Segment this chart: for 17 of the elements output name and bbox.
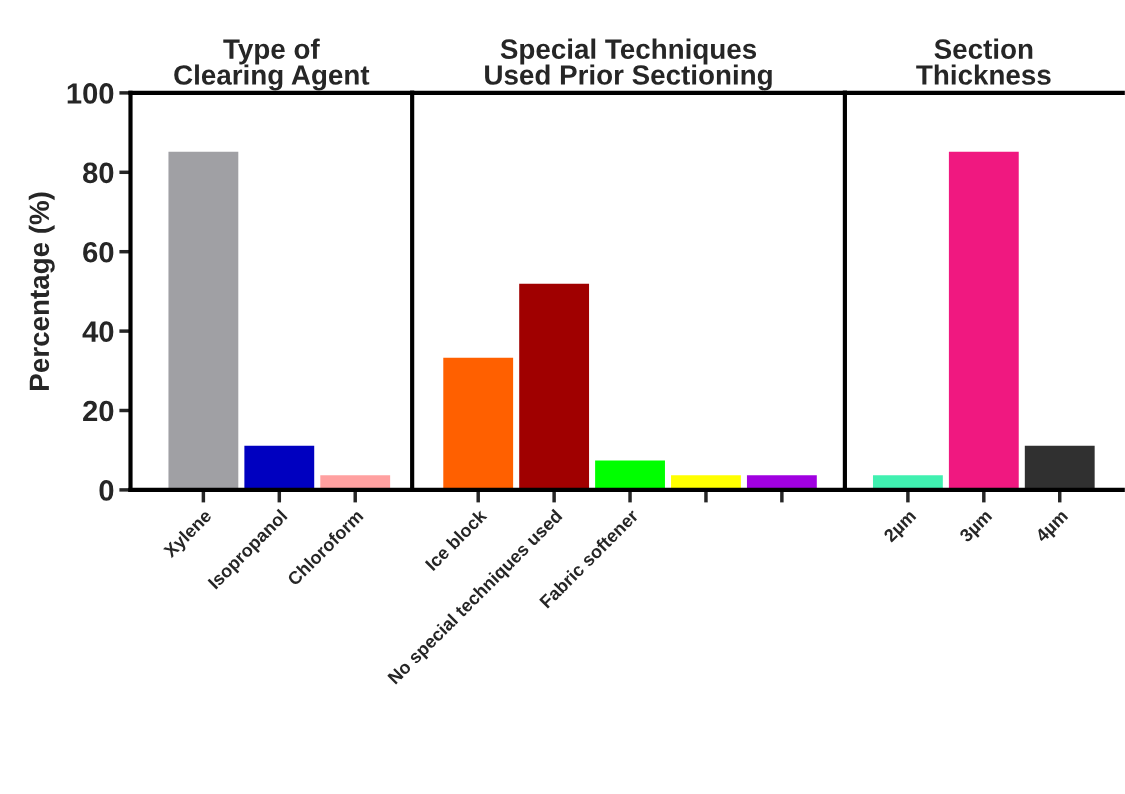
bar <box>244 445 315 490</box>
x-tick-label: 3µm <box>958 509 995 546</box>
x-tick-label: 4µm <box>1034 509 1071 546</box>
chart-title: Type of Clearing Agent <box>174 38 370 91</box>
y-tick-label: 100 <box>67 83 114 104</box>
chart-title: Section Thickness <box>916 38 1051 85</box>
bar <box>595 460 665 490</box>
y-tick-label: 60 <box>83 241 114 263</box>
bar <box>168 151 239 490</box>
y-tick-label: 80 <box>83 162 114 184</box>
y-axis-title: Percentage (%) <box>28 192 55 390</box>
y-tick-label: 20 <box>83 400 114 422</box>
y-tick-label: 40 <box>82 321 114 342</box>
y-tick-label: 0 <box>99 480 114 501</box>
bar <box>519 283 590 490</box>
bar <box>443 357 514 490</box>
chart-title: Special Techniques Used Prior Sectioning <box>485 38 772 91</box>
